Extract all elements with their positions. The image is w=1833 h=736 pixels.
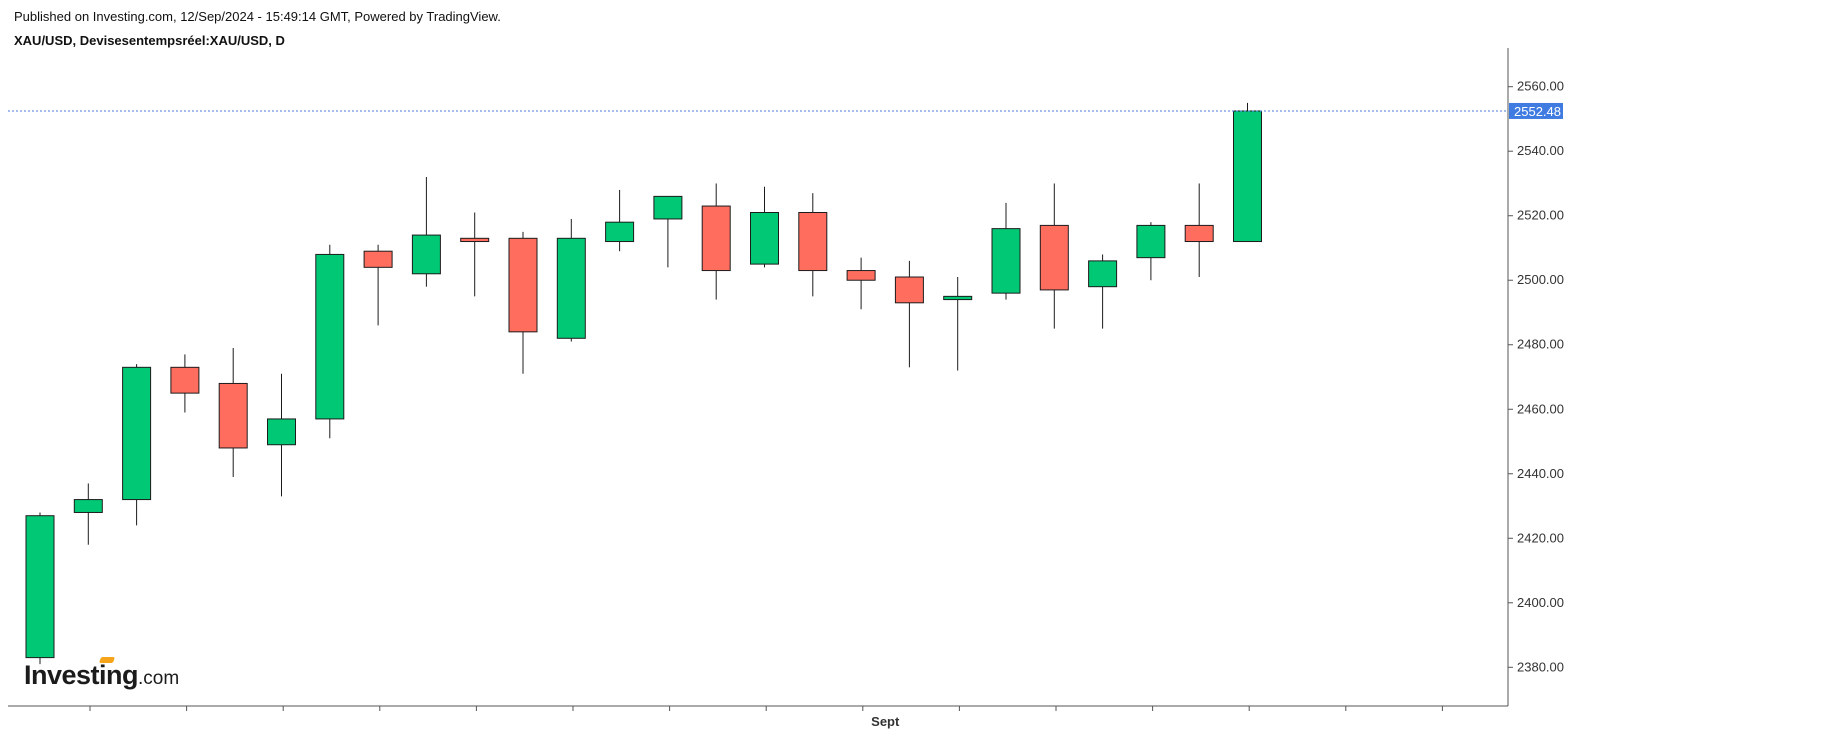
candle-body-up (1088, 260, 1118, 288)
candle-body-down (218, 382, 248, 449)
y-tick-label: 2520.00 (1517, 208, 1564, 223)
candle-body-up (605, 221, 635, 243)
candle-body-down (846, 270, 876, 281)
candle (460, 212, 490, 297)
candle-body-up (1233, 110, 1262, 243)
candle (170, 354, 200, 413)
candle-body-down (460, 237, 490, 243)
candle-body-up (1136, 224, 1166, 259)
y-tick-label: 2500.00 (1517, 272, 1564, 287)
candle (122, 364, 152, 526)
candle (1233, 102, 1262, 243)
candle (556, 218, 586, 342)
candle-body-up (556, 237, 586, 339)
logo-accent-mark (98, 657, 116, 663)
candle (267, 373, 296, 497)
x-tick-label: Sept (871, 714, 900, 729)
investing-logo: Investing.com (24, 657, 180, 691)
candles-layer (25, 102, 1262, 665)
candle (411, 177, 441, 287)
candle-body-up (73, 499, 103, 513)
candle-body-down (701, 205, 731, 272)
candle (653, 195, 683, 268)
candle (1136, 222, 1166, 281)
axes-layer: 2380.00 2400.00 2420.00 2440.00 2460.00 2480.… (8, 48, 1564, 729)
candle (218, 347, 248, 477)
y-tick-label: 2560.00 (1517, 79, 1564, 94)
candle (894, 260, 924, 368)
candle (701, 183, 731, 300)
logo-main-text: Investing (24, 660, 139, 690)
candle (1184, 183, 1214, 278)
candle-body-up (411, 234, 441, 275)
chart-header: Published on Investing.com, 12/Sep/2024 … (14, 9, 501, 49)
candle-body-up (267, 418, 296, 446)
candle-body-up (750, 212, 779, 265)
candle-body-down (894, 276, 924, 304)
y-tick-label: 2460.00 (1517, 401, 1564, 416)
y-tick-label: 2380.00 (1517, 659, 1564, 674)
y-tick-label: 2420.00 (1517, 530, 1564, 545)
candle (315, 244, 345, 439)
candle (750, 186, 779, 268)
candle-body-up (943, 295, 973, 301)
candle-body-up (991, 228, 1021, 294)
candle-body-down (1039, 224, 1069, 291)
candle (1039, 183, 1069, 329)
last-price-label: 2552.48 (1514, 104, 1561, 119)
candle (1088, 254, 1118, 329)
candle (25, 512, 55, 665)
candle-body-down (363, 250, 393, 268)
candle-body-up (25, 515, 55, 659)
candle (73, 483, 103, 545)
candle (508, 231, 538, 374)
candle-body-down (508, 237, 538, 333)
y-tick-label: 2440.00 (1517, 466, 1564, 481)
logo-suffix-text: .com (138, 668, 180, 689)
candle (605, 189, 635, 252)
candle-body-down (1184, 224, 1214, 243)
last-price-badge (1509, 102, 1563, 119)
candle-body-down (798, 212, 828, 272)
candle-body-up (315, 253, 345, 420)
y-tick-label: 2480.00 (1517, 337, 1564, 352)
candle (846, 257, 876, 310)
candle (363, 244, 393, 326)
y-tick-label: 2400.00 (1517, 595, 1564, 610)
published-info: Published on Investing.com, 12/Sep/2024 … (14, 9, 501, 24)
symbol-title[interactable]: XAU/USD, Devisesentempsréel:XAU/USD, D (14, 33, 285, 48)
candle (991, 202, 1021, 300)
candle-body-up (653, 195, 683, 220)
y-tick-label: 2540.00 (1517, 143, 1564, 158)
candle (943, 277, 973, 371)
candle-body-up (122, 366, 152, 501)
candle (798, 193, 828, 297)
candle-body-down (170, 366, 200, 394)
